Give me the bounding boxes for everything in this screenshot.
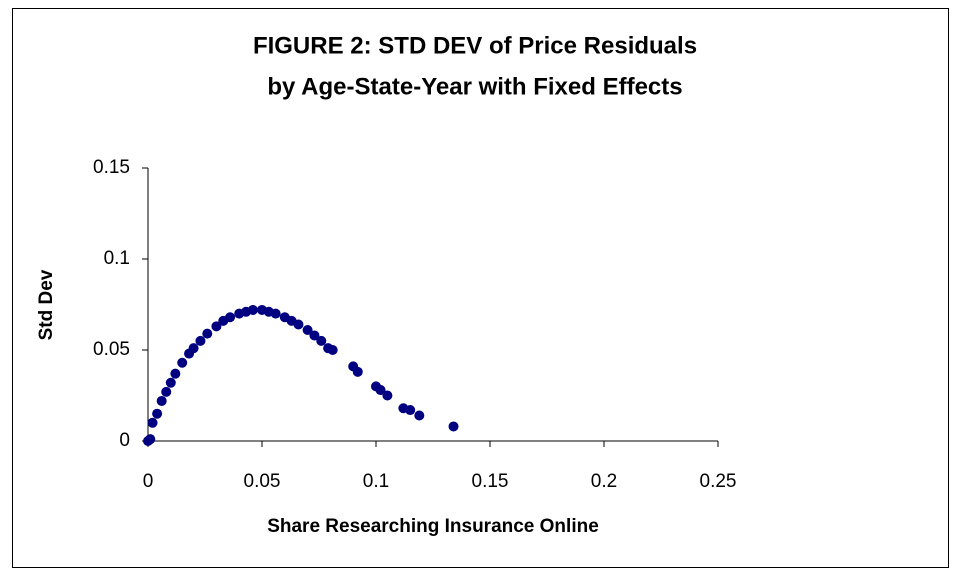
- x-tick-label: 0.1: [363, 471, 389, 492]
- point: [316, 335, 327, 346]
- x-tick-label: 0: [143, 471, 154, 492]
- point: [170, 368, 181, 379]
- point: [225, 312, 236, 323]
- point: [152, 408, 163, 419]
- point: [145, 434, 156, 445]
- point: [448, 421, 459, 432]
- y-axis-label: Std Dev: [36, 269, 57, 340]
- x-tick-label: 0.2: [591, 471, 617, 492]
- point: [247, 304, 258, 315]
- point: [211, 321, 222, 332]
- point: [161, 386, 172, 397]
- point: [375, 385, 386, 396]
- y-tick-label: 0.1: [104, 248, 130, 269]
- y-tick-label: 0: [119, 430, 130, 451]
- chart-frame: [12, 8, 949, 568]
- point: [177, 357, 188, 368]
- point: [188, 343, 199, 354]
- point: [156, 395, 167, 406]
- point: [195, 335, 206, 346]
- point: [352, 366, 363, 377]
- point: [382, 390, 393, 401]
- point: [293, 319, 304, 330]
- chart-title: FIGURE 2: STD DEV of Price Residuals: [253, 32, 697, 59]
- y-tick-label: 0.05: [93, 339, 130, 360]
- x-tick-label: 0.15: [472, 471, 509, 492]
- point: [327, 345, 338, 355]
- point: [414, 410, 425, 421]
- x-axis-label: Share Researching Insurance Online: [267, 516, 599, 537]
- chart-title: by Age-State-Year with Fixed Effects: [267, 73, 682, 100]
- point: [202, 328, 213, 339]
- point: [302, 324, 313, 335]
- x-tick-label: 0.25: [700, 471, 737, 492]
- point: [147, 417, 158, 428]
- point: [309, 330, 320, 341]
- point: [165, 377, 176, 388]
- point: [270, 308, 281, 319]
- y-tick-label: 0.15: [93, 157, 130, 178]
- point: [405, 405, 416, 416]
- x-tick-label: 0.05: [244, 471, 281, 492]
